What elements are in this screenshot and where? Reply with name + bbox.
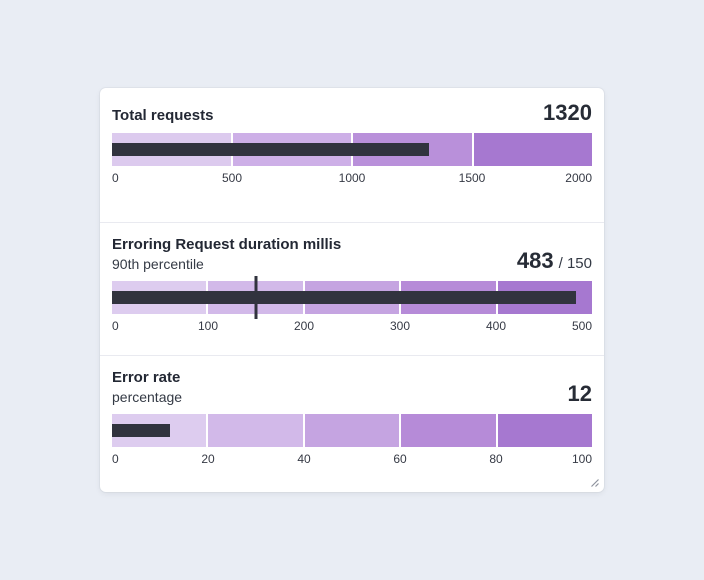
bullet-chart: 0 20 40 60 80 100 xyxy=(112,414,593,467)
axis-tick-label: 0 xyxy=(112,171,119,185)
bullet-value-bar xyxy=(112,424,170,437)
metric-subtitle: 90th percentile xyxy=(112,256,204,272)
bullet-band xyxy=(401,414,496,447)
bullet-track xyxy=(112,276,593,319)
bullet-value-bar xyxy=(112,291,576,304)
bullet-band xyxy=(473,133,592,166)
metric-section: Erroring Request duration millis 90th pe… xyxy=(100,222,604,355)
metric-section: Error rate percentage 12 0 20 40 60 80 100 xyxy=(100,355,604,492)
metric-header: Erroring Request duration millis 90th pe… xyxy=(112,236,592,273)
axis-tick-label: 2000 xyxy=(565,171,592,185)
bullet-axis: 0 20 40 60 80 100 xyxy=(112,452,592,467)
metric-value: 12 xyxy=(567,381,592,406)
metric-title: Erroring Request duration millis xyxy=(112,236,342,253)
metrics-card: Total requests 1320 0 500 1000 1500 2000 Err… xyxy=(100,88,604,492)
bullet-band xyxy=(304,414,400,447)
axis-tick-label: 20 xyxy=(201,452,215,466)
chart-sections: Total requests 1320 0 500 1000 1500 2000 Err… xyxy=(100,88,604,492)
bullet-band xyxy=(497,414,593,447)
bullet-chart: 0 100 200 300 400 500 xyxy=(112,276,593,334)
bullet-axis: 0 500 1000 1500 2000 xyxy=(112,171,592,186)
axis-tick-label: 1000 xyxy=(338,171,366,185)
metric-title: Total requests xyxy=(112,107,214,124)
axis-tick-label: 300 xyxy=(389,319,411,333)
bullet-track xyxy=(112,414,593,447)
axis-tick-label: 0 xyxy=(112,452,119,466)
metric-header: Error rate percentage 12 xyxy=(112,369,592,406)
metric-header: Total requests 1320 xyxy=(112,101,592,125)
bullet-value-bar xyxy=(112,143,429,156)
resize-handle-icon[interactable] xyxy=(588,476,600,488)
metric-title: Error rate xyxy=(112,369,181,386)
axis-tick-label: 500 xyxy=(571,319,592,333)
metric-subtitle: percentage xyxy=(112,389,183,405)
metric-target-label: / 150 xyxy=(558,255,592,272)
axis-tick-label: 500 xyxy=(221,171,243,185)
metric-value: 483 xyxy=(516,248,554,273)
metric-section: Total requests 1320 0 500 1000 1500 2000 xyxy=(100,88,604,222)
metric-value: 1320 xyxy=(543,100,592,125)
bullet-chart: 0 500 1000 1500 2000 xyxy=(112,133,592,186)
axis-tick-label: 100 xyxy=(197,319,219,333)
bullet-target-marker xyxy=(254,276,258,319)
bullet-axis: 0 100 200 300 400 500 xyxy=(112,319,592,334)
axis-tick-label: 40 xyxy=(297,452,311,466)
bullet-track xyxy=(112,133,592,166)
axis-tick-label: 200 xyxy=(293,319,315,333)
bullet-band xyxy=(208,414,303,447)
axis-tick-label: 80 xyxy=(489,452,503,466)
axis-tick-label: 100 xyxy=(571,452,592,466)
axis-tick-label: 60 xyxy=(393,452,407,466)
axis-tick-label: 400 xyxy=(485,319,507,333)
axis-tick-label: 0 xyxy=(112,319,119,333)
axis-tick-label: 1500 xyxy=(458,171,486,185)
